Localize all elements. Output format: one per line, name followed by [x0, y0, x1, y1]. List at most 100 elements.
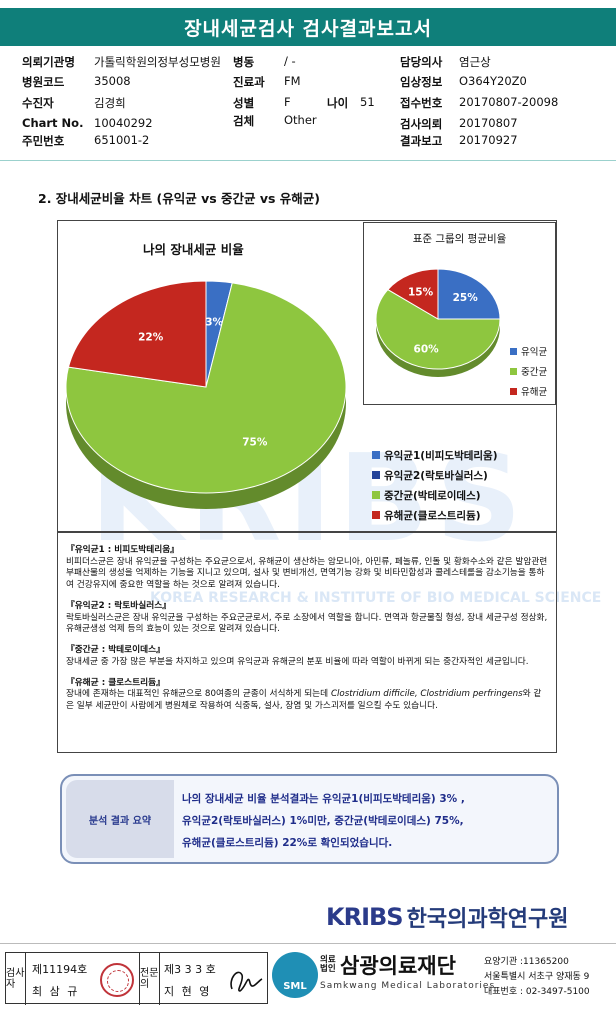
institution-label: 의뢰기관명 — [22, 55, 75, 69]
pie-slice-label: 25% — [453, 292, 479, 304]
rrn-label: 주민번호 — [22, 134, 65, 148]
corp-phone: 대표번호 : 02-3497-5100 — [484, 987, 590, 997]
sex-value: F — [284, 95, 291, 109]
legend-swatch-bacteroides — [372, 491, 380, 499]
description-body-pre: 장내에 존재하는 대표적인 유해균으로 80여종의 균종이 서식하게 되는데 — [66, 689, 331, 700]
legend-label: 유익균1(비피도박테리움) — [384, 449, 498, 462]
legend-label: 유익균2(락토바실러스) — [384, 469, 488, 482]
pie-slice-label: 3% — [205, 317, 223, 329]
legend-item: 유익균1(비피도박테리움) — [372, 445, 498, 465]
section-title: 2. 장내세균비율 차트 (유익균 vs 중간균 vs 유해균) — [38, 191, 321, 206]
bacteria-descriptions: 『유익균1 : 비피도박테리움』 비피더스균은 장내 유익균을 구성하는 주요균으… — [57, 532, 557, 753]
legend-swatch-lacto — [372, 471, 380, 479]
summary-line: 나의 장내세균 비율 분석결과는 유익균1(비피도박테리움) 3% , — [182, 793, 465, 805]
hospital-code-value: 35008 — [94, 74, 131, 88]
pie-slice — [437, 268, 501, 320]
description-body: 장내세균 중 가장 많은 부분을 차지하고 있으며 유익균과 유해균의 분포 비… — [66, 656, 529, 667]
age-value: 51 — [360, 95, 375, 109]
signature-divider — [139, 953, 140, 1005]
inspector-license: 제11194호 — [32, 963, 88, 976]
header-divider — [0, 160, 616, 161]
description-body: 비피더스균은 장내 유익균을 구성하는 주요균으로서, 유해균이 생산하는 암모… — [66, 556, 548, 591]
chart-no-label: Chart No. — [22, 116, 84, 130]
institution-value: 가톨릭학원의정부성모병원 — [94, 55, 221, 69]
my-ratio-pie-chart: 3%0%75%22% — [65, 280, 347, 509]
ward-value: / - — [284, 54, 296, 68]
pie-slice-label: 60% — [414, 343, 440, 355]
kribs-logo: KRIBS — [326, 903, 404, 931]
summary-line: 유해균(클로스트리듐) 22%로 확인되었습니다. — [182, 837, 393, 849]
legend-swatch-beneficial — [510, 347, 517, 355]
description-body-species: Clostridium difficile, Clostridium perfr… — [330, 689, 523, 700]
summary-line: 유익균2(락토바실러스) 1%미만, 중간균(박테로이데스) 75%, — [182, 815, 464, 827]
pie-slice — [387, 268, 439, 320]
specimen-value: Other — [284, 113, 317, 127]
summary-text: 나의 장내세균 비율 분석결과는 유익균1(비피도박테리움) 3% , 유익균2… — [182, 788, 552, 854]
legend-item: 유익균2(락토바실러스) — [372, 465, 498, 485]
pie-slice-label: 75% — [242, 436, 268, 448]
signature-box: 검사자 제11194호 최 삼 규 전문의 제3 3 3 호 지 현 영 — [5, 952, 268, 1005]
corp-name: 삼광의료재단 — [340, 954, 456, 978]
legend-item: 유해균(클로스트리듐) — [372, 505, 498, 525]
ward-label: 병동 — [233, 55, 255, 69]
legend-label: 유해균 — [521, 387, 548, 398]
specimen-label: 검체 — [233, 114, 255, 128]
legend-swatch-clostridium — [372, 511, 380, 519]
description-body: 장내에 존재하는 대표적인 유해균으로 80여종의 균종이 서식하게 되는데 C… — [66, 689, 541, 711]
description-heading: 『유익균2 : 락토바실러스』 — [66, 600, 171, 611]
description-body-post: 와 같은 일부 세균만이 사람에게 병원체로 작용하여 식중독, 설사, 장염 … — [66, 689, 542, 712]
request-label: 검사의뢰 — [400, 117, 443, 131]
legend-swatch-harmful — [510, 387, 517, 395]
recipient-value: 김경희 — [94, 96, 126, 110]
legend-label: 중간균(박테로이데스) — [384, 489, 481, 502]
pie-slice — [375, 288, 501, 370]
description-heading: 『유해균 : 클로스트리듐』 — [66, 677, 165, 688]
pie-slice-label: 22% — [138, 331, 164, 343]
corp-address: 서울특별시 서초구 양재동 9 — [484, 972, 590, 982]
sex-label: 성별 — [233, 96, 255, 110]
footer: 검사자 제11194호 최 삼 규 전문의 제3 3 3 호 지 현 영 SML… — [0, 948, 616, 1008]
description-body: 락토바실러스균은 장내 유익균을 구성하는 주요군균로서, 주로 소장에서 역할… — [66, 612, 548, 635]
kribs-org-name: 한국의과학연구원 — [406, 907, 569, 932]
standard-chart-title: 표준 그룹의 평균비율 — [412, 233, 507, 245]
clinical-label: 임상정보 — [400, 75, 443, 89]
chart-no-value: 10040292 — [94, 116, 153, 130]
legend-item: 유익균 — [510, 341, 547, 361]
footer-divider — [0, 943, 616, 944]
summary-label: 분석 결과 요약 — [66, 780, 174, 858]
standard-group-panel: 표준 그룹의 평균비율 25% 60% 15% 유익균 중간균 유해균 — [363, 222, 556, 405]
report-date-label: 결과보고 — [400, 134, 443, 148]
report-date-value: 20170927 — [459, 133, 518, 147]
standard-ratio-pie-chart: 25% 60% 15% — [375, 268, 501, 377]
legend-item: 중간균 — [510, 361, 547, 381]
rrn-value: 651001-2 — [94, 133, 150, 147]
care-institution-no: 요양기관 :11365200 — [484, 957, 569, 967]
description-heading: 『유익균1 : 비피도박테리움』 — [66, 545, 179, 555]
age-label: 나이 — [327, 96, 349, 110]
specialist-label: 전문의 — [140, 953, 160, 1005]
legend-label: 유익균 — [521, 347, 548, 358]
legend-swatch-bifido — [372, 451, 380, 459]
description-item: 『유익균2 : 락토바실러스』 락토바실러스균은 장내 유익균을 구성하는 주요군… — [66, 601, 548, 636]
specialist-signature — [230, 971, 263, 992]
my-chart-title: 나의 장내세균 비율 — [143, 242, 244, 257]
legend-swatch-intermediate — [510, 367, 517, 375]
dept-label: 진료과 — [233, 75, 265, 89]
legend-label: 중간균 — [521, 367, 548, 378]
recipient-label: 수진자 — [22, 96, 54, 110]
hospital-code-label: 병원코드 — [22, 75, 65, 89]
kribs-brand: KRIBS 한국의과학연구원 — [326, 901, 569, 933]
description-item: 『유익균1 : 비피도박테리움』 비피더스균은 장내 유익균을 구성하는 주요균으… — [66, 545, 548, 592]
corp-english-name: Samkwang Medical Laboratories — [320, 981, 496, 991]
legend-item: 중간균(박테로이데스) — [372, 485, 498, 505]
description-heading: 『중간균 : 박테로이데스』 — [66, 645, 165, 656]
request-value: 20170807 — [459, 116, 518, 130]
pie-slice-label: 15% — [408, 286, 434, 298]
specialist-license: 제3 3 3 호 — [164, 963, 216, 976]
specialist-name: 지 현 영 — [164, 985, 212, 998]
description-item: 『유해균 : 클로스트리듐』 장내에 존재하는 대표적인 유해균으로 80여종의 … — [66, 678, 548, 713]
ratio-chart-panel: 나의 장내세균 비율 3%0%75%22% 표준 그룹의 평균비율 25%60%… — [57, 220, 557, 532]
corp-type: 의료 법인 — [320, 955, 336, 974]
report-title: 장내세균검사 검사결과보고서 — [0, 8, 616, 46]
description-item: 『중간균 : 박테로이데스』 장내세균 중 가장 많은 부분을 차지하고 있으며 … — [66, 645, 548, 668]
